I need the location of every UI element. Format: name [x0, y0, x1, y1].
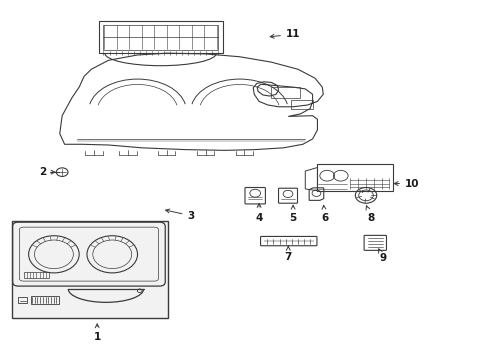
Text: 2: 2 — [39, 167, 55, 177]
Text: 1: 1 — [93, 324, 101, 342]
Text: 10: 10 — [393, 179, 419, 189]
Bar — [99, 21, 222, 53]
Text: 6: 6 — [321, 205, 327, 222]
Text: 8: 8 — [366, 206, 374, 222]
Text: 11: 11 — [270, 29, 300, 39]
Text: 7: 7 — [284, 246, 291, 262]
Text: 5: 5 — [289, 205, 296, 222]
Text: 4: 4 — [255, 203, 262, 222]
Bar — [19, 297, 27, 303]
Bar — [30, 296, 59, 304]
Bar — [290, 100, 312, 109]
Text: 3: 3 — [165, 209, 194, 221]
Bar — [103, 24, 217, 50]
Text: 9: 9 — [378, 249, 386, 263]
Bar — [271, 87, 300, 98]
Bar — [24, 272, 48, 278]
Bar — [12, 221, 167, 318]
